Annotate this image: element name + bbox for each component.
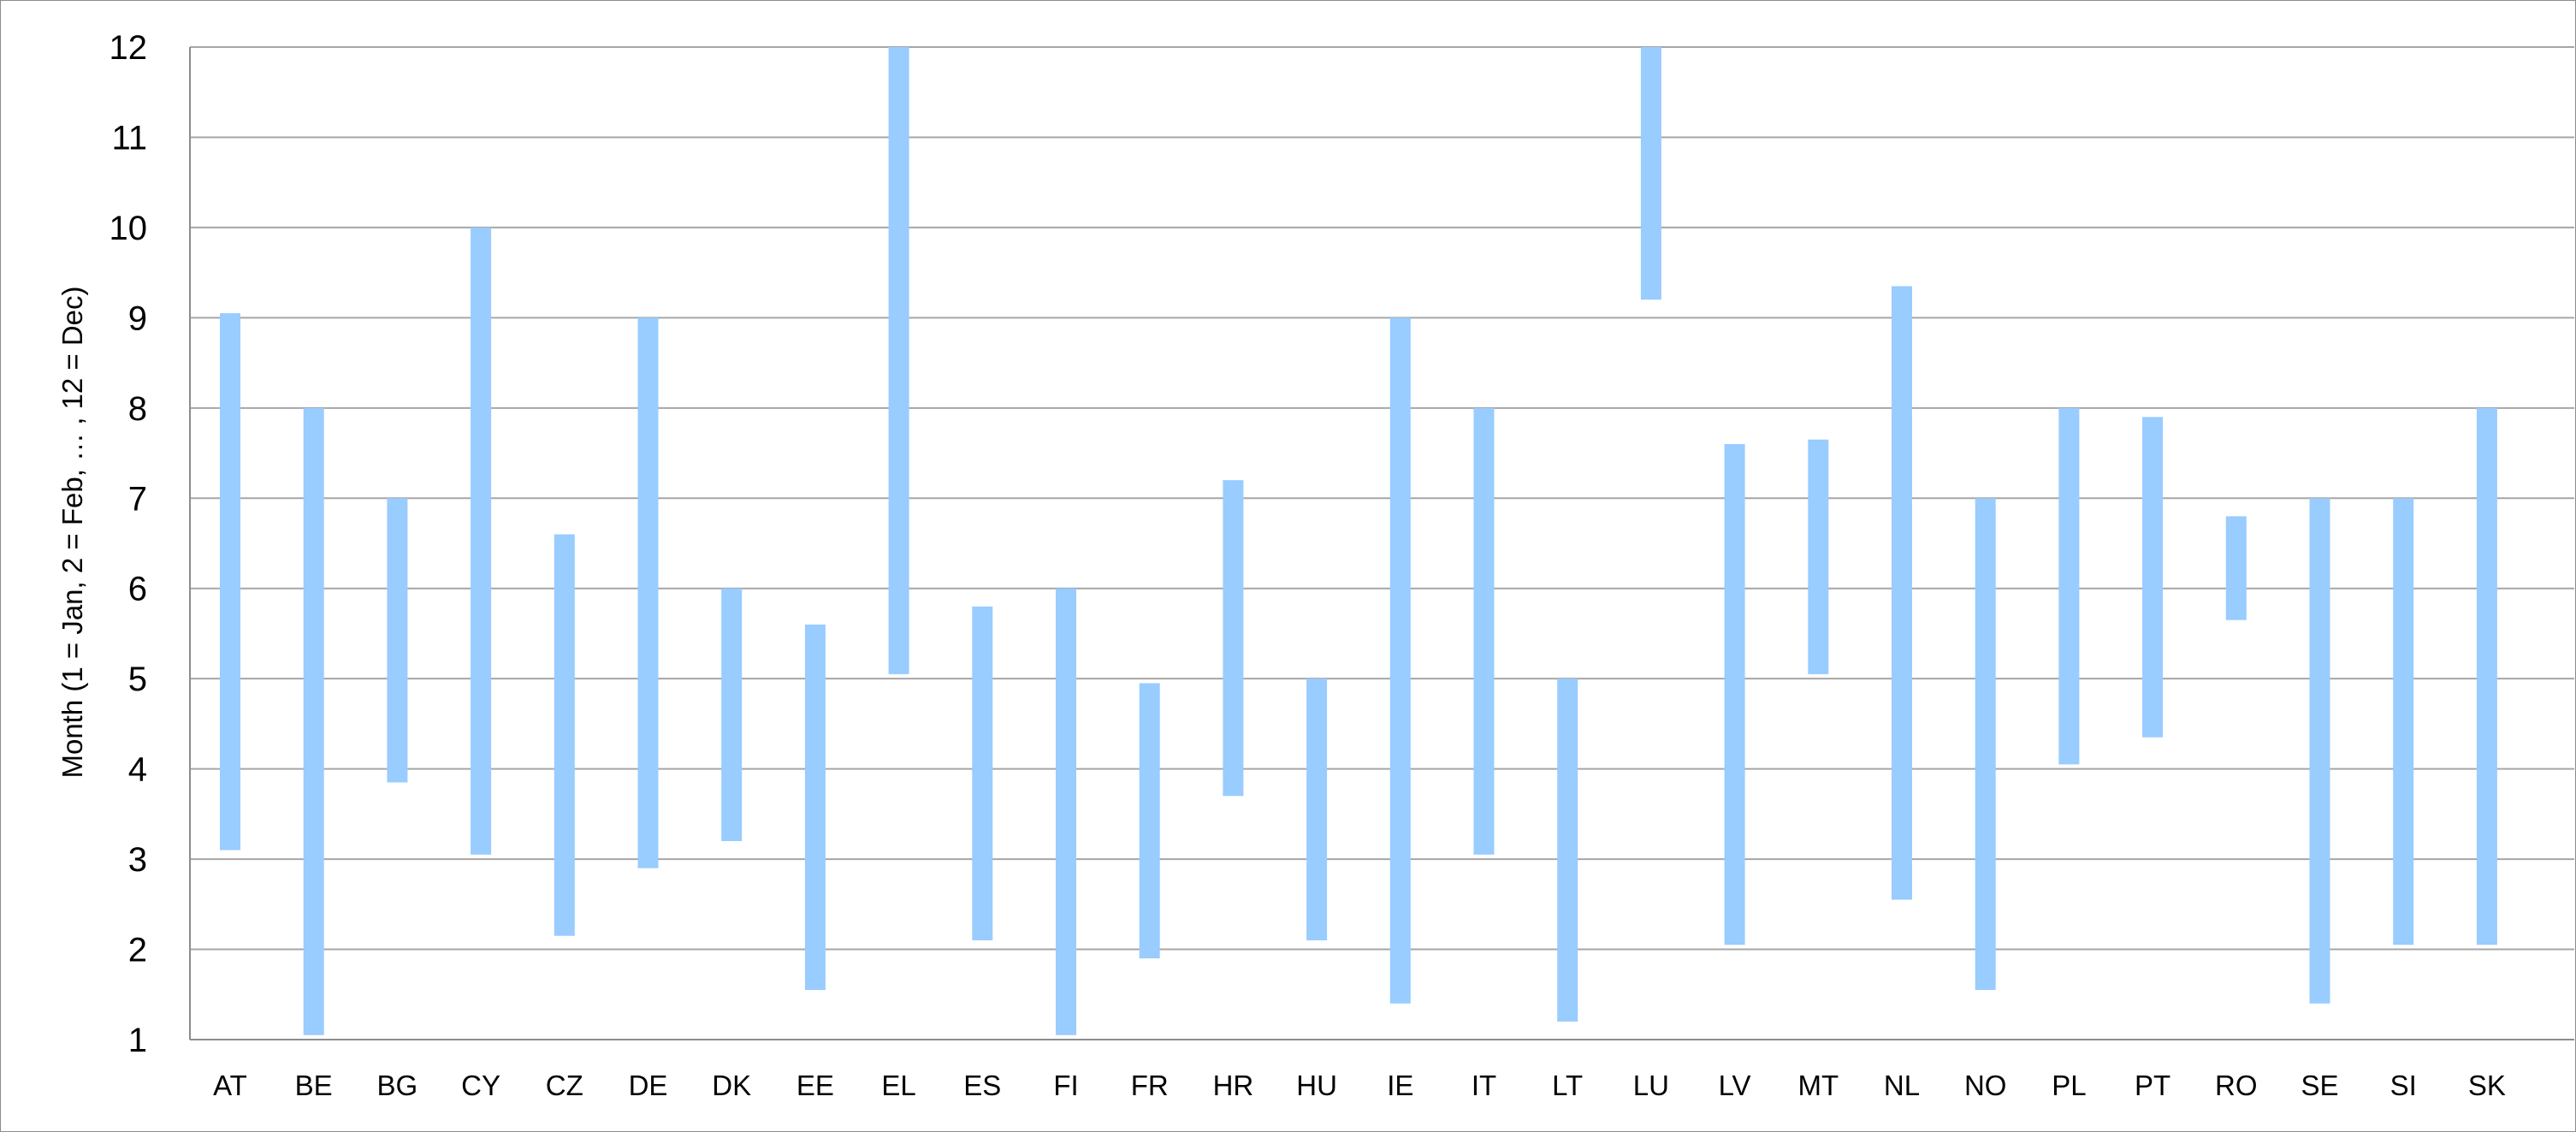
range-bar-nl xyxy=(1892,286,1912,900)
x-tick-pl: PL xyxy=(2052,1070,2086,1101)
x-tick-bg: BG xyxy=(377,1070,418,1101)
range-bar-cz xyxy=(554,534,575,936)
range-bar-dk xyxy=(721,588,743,841)
y-tick-12: 12 xyxy=(110,29,148,67)
x-tick-es: ES xyxy=(963,1070,1001,1101)
x-tick-se: SE xyxy=(2301,1070,2338,1101)
range-bar-si xyxy=(2393,498,2414,945)
y-tick-3: 3 xyxy=(128,841,147,879)
x-tick-hr: HR xyxy=(1213,1070,1254,1101)
y-tick-4: 4 xyxy=(128,751,147,789)
range-bar-pt xyxy=(2142,417,2164,738)
range-bar-el xyxy=(888,47,909,674)
range-bar-bg xyxy=(387,498,408,783)
range-bar-pl xyxy=(2058,407,2080,765)
x-tick-fi: FI xyxy=(1053,1070,1078,1101)
x-tick-cz: CZ xyxy=(546,1070,583,1101)
x-tick-ro: RO xyxy=(2215,1070,2258,1101)
x-tick-ee: EE xyxy=(796,1070,834,1101)
x-tick-pt: PT xyxy=(2135,1070,2170,1101)
range-bar-it xyxy=(1473,407,1495,855)
y-axis-label: Month (1 = Jan, 2 = Feb, … , 12 = Dec) xyxy=(56,286,88,778)
range-bar-no xyxy=(1975,498,1996,990)
range-bar-sk xyxy=(2476,407,2497,945)
x-tick-el: EL xyxy=(881,1070,915,1101)
range-bar-mt xyxy=(1808,439,1829,674)
range-bar-ie xyxy=(1389,317,1411,1004)
y-tick-10: 10 xyxy=(110,210,148,247)
y-tick-11: 11 xyxy=(111,119,147,157)
x-tick-be: BE xyxy=(295,1070,333,1101)
range-bar-cy xyxy=(471,227,492,855)
range-bars xyxy=(220,47,2497,1035)
range-bar-hu xyxy=(1306,679,1328,940)
y-tick-1: 1 xyxy=(128,1022,147,1059)
y-tick-7: 7 xyxy=(128,480,147,518)
x-tick-ie: IE xyxy=(1387,1070,1413,1101)
x-tick-dk: DK xyxy=(712,1070,751,1101)
y-tick-5: 5 xyxy=(128,661,147,698)
range-bar-ro xyxy=(2225,516,2247,620)
y-tick-6: 6 xyxy=(128,571,147,608)
range-bar-ee xyxy=(804,624,826,990)
y-tick-9: 9 xyxy=(128,299,147,337)
range-bar-de xyxy=(637,317,659,868)
x-tick-fr: FR xyxy=(1131,1070,1169,1101)
x-tick-at: AT xyxy=(213,1070,247,1101)
range-bar-es xyxy=(972,606,993,940)
range-bar-hr xyxy=(1223,480,1244,797)
x-tick-labels: AT BE BG CY CZ DE DK EE EL ES FI FR HR HU IE IT LT LU LV MT… xyxy=(213,1070,2506,1101)
range-bar-lv xyxy=(1724,444,1745,945)
x-tick-mt: MT xyxy=(1797,1070,1839,1101)
y-tick-2: 2 xyxy=(128,932,147,969)
range-bar-fr xyxy=(1139,683,1160,959)
x-tick-nl: NL xyxy=(1884,1070,1920,1101)
x-tick-hu: HU xyxy=(1296,1070,1337,1101)
gridlines xyxy=(189,46,2574,1040)
x-tick-no: NO xyxy=(1964,1070,2007,1101)
x-tick-sk: SK xyxy=(2468,1070,2506,1101)
x-tick-lv: LV xyxy=(1719,1070,1751,1101)
x-tick-cy: CY xyxy=(461,1070,500,1101)
x-tick-de: DE xyxy=(629,1070,668,1101)
range-bar-lt xyxy=(1557,679,1578,1022)
range-bar-fi xyxy=(1056,588,1076,1035)
y-tick-8: 8 xyxy=(128,390,147,428)
x-tick-it: IT xyxy=(1472,1070,1496,1101)
range-bar-se xyxy=(2309,498,2330,1004)
range-bar-be xyxy=(303,407,324,1035)
range-bar-at xyxy=(220,313,240,850)
x-tick-si: SI xyxy=(2390,1070,2417,1101)
x-tick-lu: LU xyxy=(1633,1070,1669,1101)
x-tick-lt: LT xyxy=(1552,1070,1583,1101)
range-bar-lu xyxy=(1640,47,1661,300)
